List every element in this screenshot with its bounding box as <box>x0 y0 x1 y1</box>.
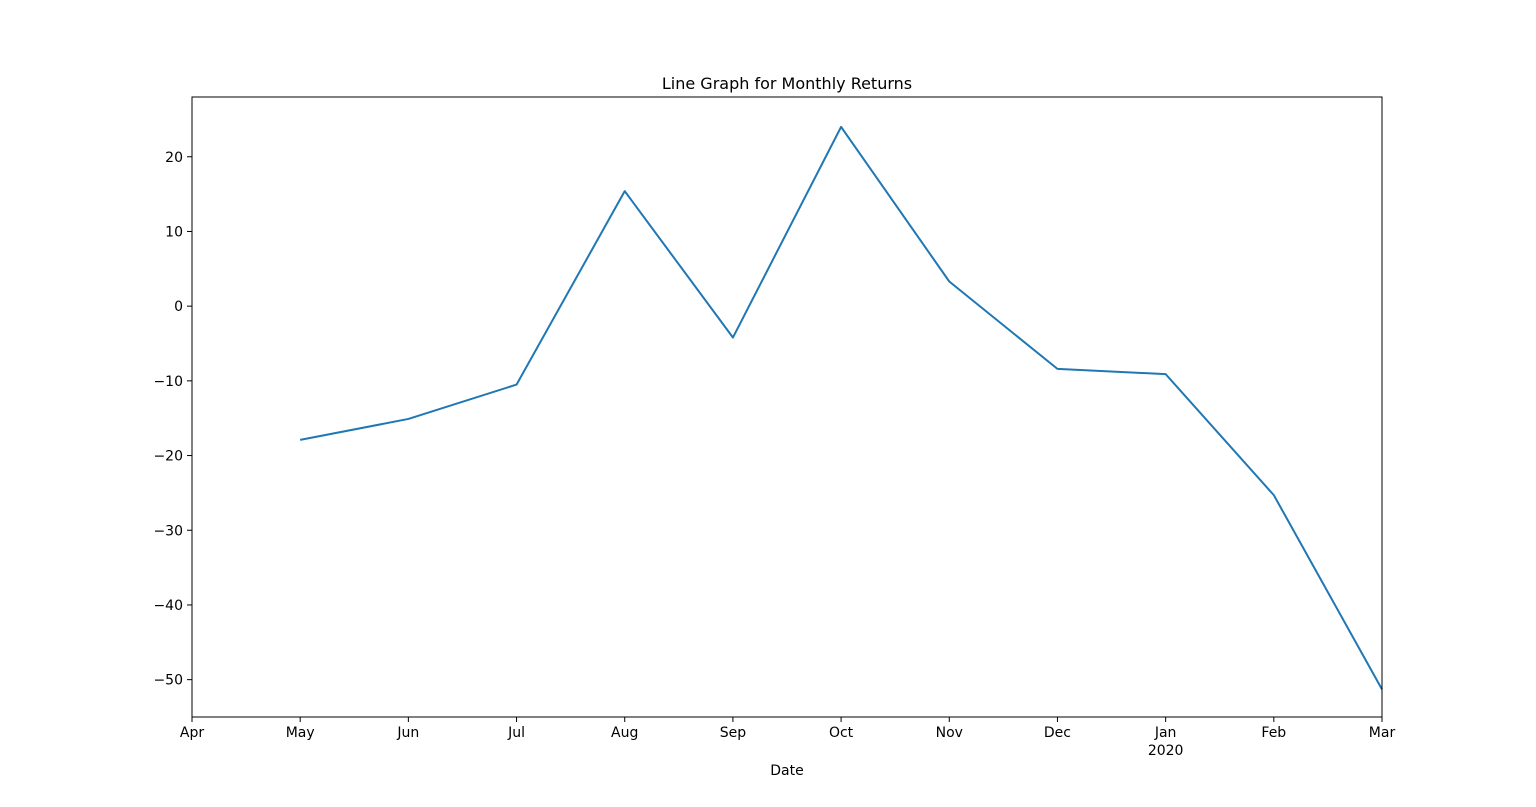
x-tick-label: Oct <box>829 725 854 741</box>
x-tick-label: Jun <box>396 725 419 741</box>
x-tick-label: Dec <box>1044 725 1071 741</box>
series-line <box>299 125 1383 690</box>
x-tick-label: Aug <box>611 725 638 741</box>
plot-frame <box>191 96 1383 718</box>
x-axis-label: Date <box>770 763 803 779</box>
y-tick-label: −30 <box>153 523 183 539</box>
x-tick-label: May <box>286 725 315 741</box>
series-lines <box>299 125 1383 690</box>
x-tick-label: Jul <box>507 725 525 741</box>
plot-area <box>192 97 1382 717</box>
y-tick-label: −50 <box>153 673 183 689</box>
y-tick-label: 10 <box>165 224 183 240</box>
x-tick-label: Sep <box>720 725 747 741</box>
y-tick-label: 0 <box>174 299 183 315</box>
x-tick-label: Jan <box>1154 725 1177 741</box>
chart-title: Line Graph for Monthly Returns <box>662 74 912 93</box>
x-tick-label: Apr <box>180 725 204 741</box>
x-tick-label: Nov <box>936 725 963 741</box>
x-tick-label: Feb <box>1261 725 1286 741</box>
y-tick-label: −40 <box>153 598 183 614</box>
y-tick-label: −10 <box>153 374 183 390</box>
y-tick-label: 20 <box>165 150 183 166</box>
x-tick-label: Mar <box>1369 725 1396 741</box>
y-axis: 20 10 0 −10 −20 −30 −40 −50 <box>153 150 192 689</box>
x-axis: Apr May Jun Jul Aug Sep Oct Nov Dec Jan 2020 Feb Mar <box>180 717 1396 759</box>
x-tick-year-label: 2020 <box>1148 743 1184 759</box>
y-tick-label: −20 <box>153 449 183 465</box>
